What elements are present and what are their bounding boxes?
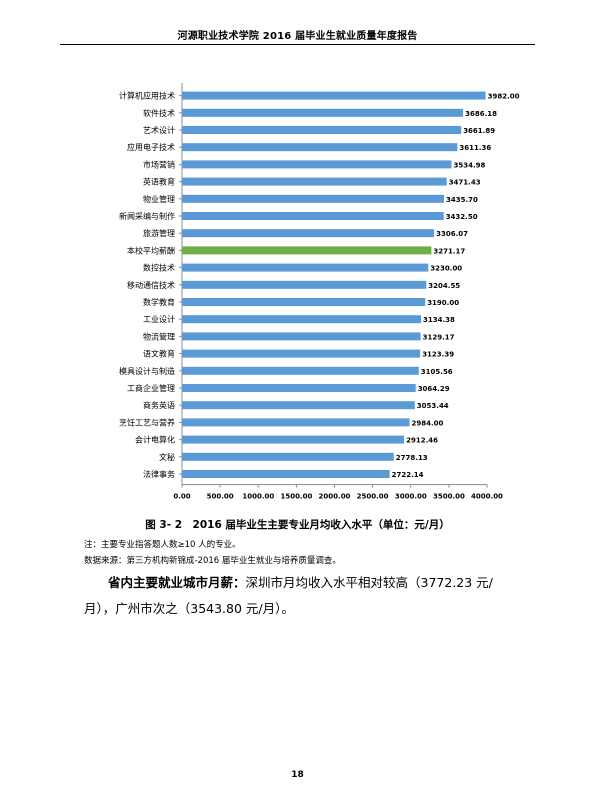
figure-caption: 图 3- 2 2016 届毕业生主要专业月均收入水平（单位：元/月） xyxy=(145,519,450,531)
category-label: 本校平均薪酬 xyxy=(127,245,175,255)
category-label: 模具设计与制造 xyxy=(119,366,175,376)
data-label: 3053.44 xyxy=(417,402,449,410)
bar xyxy=(182,126,462,134)
data-label: 3982.00 xyxy=(488,93,520,101)
category-label: 工业设计 xyxy=(143,314,175,324)
x-tick-label: 1500.00 xyxy=(280,493,312,501)
bar xyxy=(182,298,426,306)
category-label: 文秘 xyxy=(159,452,175,462)
bar xyxy=(182,332,421,341)
bar xyxy=(182,229,435,238)
category-label: 英语教育 xyxy=(143,177,175,187)
bar-chart: 计算机应用技术 3982.00 软件技术 3686.18 艺术设计 3661.89 应用电子… xyxy=(119,83,520,501)
data-label: 3105.56 xyxy=(421,368,453,376)
data-label: 3230.00 xyxy=(430,265,462,273)
bar xyxy=(182,470,390,478)
x-tick-label: 500.00 xyxy=(207,493,234,501)
x-tick-label: 0.00 xyxy=(173,493,190,501)
data-label: 3064.29 xyxy=(418,385,450,393)
paragraph-lead: 省内主要就业城市月薪： xyxy=(108,575,246,590)
category-label: 软件技术 xyxy=(143,108,175,118)
bar xyxy=(182,418,410,427)
category-label: 数学教育 xyxy=(143,297,175,307)
bar xyxy=(182,212,444,220)
bar xyxy=(182,366,419,375)
chart-note: 注：主要专业指答题人数≥10 人的专业。 xyxy=(84,540,241,550)
data-label: 3204.55 xyxy=(428,282,460,290)
header-title: 河源职业技术学院 2016 届毕业生就业质量年度报告 xyxy=(177,31,418,42)
category-label: 旅游管理 xyxy=(143,228,175,238)
data-label: 3611.36 xyxy=(459,144,491,152)
category-label: 新闻采编与制作 xyxy=(119,211,175,221)
paragraph-body: 省内主要就业城市月薪：深圳市月均收入水平相对较高（3772.23 元/月），广州… xyxy=(84,570,524,622)
paragraph-lead-wrap: 省内主要就业城市月薪： xyxy=(84,575,246,590)
category-label: 会计电算化 xyxy=(135,435,175,445)
x-tick-label: 2500.00 xyxy=(357,493,389,501)
bar xyxy=(182,160,452,169)
page-number: 18 xyxy=(291,770,304,780)
paragraph-text: 深圳市月均收入水平相对较高（3772.23 元/月），广州市次之（3543.80… xyxy=(84,575,493,616)
category-label: 物流管理 xyxy=(143,331,175,341)
bar xyxy=(182,194,444,203)
category-label: 工商企业管理 xyxy=(127,383,175,393)
bar xyxy=(182,91,486,100)
category-label: 商务英语 xyxy=(143,400,175,410)
category-label: 移动通信技术 xyxy=(127,280,175,290)
x-tick-label: 4000.00 xyxy=(471,493,503,501)
category-label: 市场营销 xyxy=(143,159,175,169)
bar xyxy=(182,143,458,152)
x-tick-label: 1000.00 xyxy=(242,493,274,501)
category-label: 法律事务 xyxy=(143,469,175,479)
category-label: 艺术设计 xyxy=(143,125,175,135)
bar xyxy=(182,435,405,444)
data-label: 2778.13 xyxy=(396,454,428,462)
data-label: 3271.17 xyxy=(433,247,465,255)
data-label: 3123.39 xyxy=(422,351,454,359)
category-label: 语文教育 xyxy=(143,349,175,359)
bar xyxy=(182,315,421,324)
x-tick-label: 2000.00 xyxy=(319,493,351,501)
bar xyxy=(182,401,415,410)
data-label: 3306.07 xyxy=(436,230,468,238)
data-label: 3129.17 xyxy=(423,333,455,341)
x-tick-label: 3000.00 xyxy=(395,493,427,501)
data-label: 3534.98 xyxy=(454,161,486,169)
bar xyxy=(182,108,464,117)
category-label: 物业管理 xyxy=(143,194,175,204)
data-label: 3686.18 xyxy=(465,110,497,118)
bar xyxy=(182,452,394,461)
x-tick-label: 3500.00 xyxy=(433,493,465,501)
category-label: 数控技术 xyxy=(143,263,175,273)
data-source-note: 数据来源：第三方机构新锦成-2016 届毕业生就业与培养质量调查。 xyxy=(84,556,341,566)
data-label: 3435.70 xyxy=(446,196,478,204)
data-label: 2912.46 xyxy=(406,437,438,445)
bar xyxy=(182,280,427,289)
data-label: 3471.43 xyxy=(449,179,481,187)
header-rule xyxy=(60,44,535,45)
bar xyxy=(182,177,447,186)
data-label: 2722.14 xyxy=(392,471,424,479)
data-label: 3134.38 xyxy=(423,316,455,324)
bar xyxy=(182,246,432,255)
data-label: 3432.50 xyxy=(446,213,478,221)
bar xyxy=(182,384,416,392)
category-label: 烹饪工艺与营养 xyxy=(119,417,175,427)
data-label: 3661.89 xyxy=(463,127,495,135)
data-label: 2984.00 xyxy=(412,419,444,427)
bar xyxy=(182,263,429,272)
category-label: 计算机应用技术 xyxy=(119,91,175,101)
data-label: 3190.00 xyxy=(427,299,459,307)
bar xyxy=(182,349,421,358)
category-label: 应用电子技术 xyxy=(127,142,175,152)
